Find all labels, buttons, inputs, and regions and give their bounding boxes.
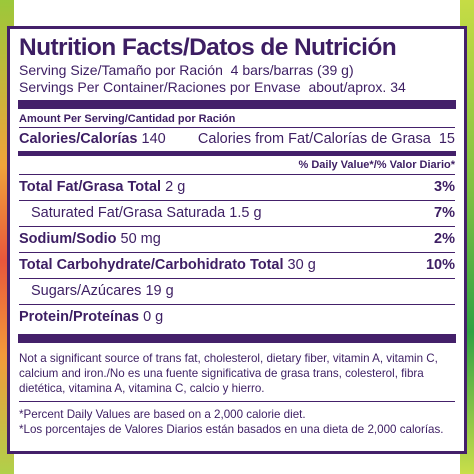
nutrient-name-group: Total Carbohydrate/Carbohidrato Total 30… (19, 253, 316, 278)
nutrient-amount: 2 g (165, 179, 186, 195)
thick-divider (18, 334, 456, 343)
amount-per-serving: Amount Per Serving/Cantidad por Ración (19, 113, 236, 125)
daily-value-header: % Daily Value*/% Valor Diario* (298, 159, 455, 171)
footnote-block: *Percent Daily Values are based on a 2,0… (19, 402, 455, 437)
nutrient-name-group: Saturated Fat/Grasa Saturada 1.5 g (31, 201, 262, 226)
nutrient-label: Total Fat/Grasa Total (19, 179, 162, 195)
nutrition-title: Nutrition Facts/Datos de Nutrición (19, 34, 397, 61)
nutrient-row-protein: Protein/Proteínas 0 g (19, 305, 455, 330)
divider (19, 304, 455, 305)
footnote-spanish: *Los porcentajes de Valores Diarios está… (19, 423, 444, 436)
nutrient-amount: 30 g (287, 257, 316, 273)
divider (19, 127, 455, 128)
calories-fat-value: 15 (438, 131, 455, 147)
nutrient-row-saturated-fat: Saturated Fat/Grasa Saturada 1.5 g 7% (19, 201, 455, 226)
calories-fat-group: Calories from Fat/Calorías de Grasa 15 (198, 128, 455, 150)
nutrient-amount: 1.5 g (229, 205, 262, 221)
divider (19, 278, 455, 279)
footnote-english: *Percent Daily Values are based on a 2,0… (19, 408, 306, 421)
nutrient-label: Total Carbohydrate/Carbohidrato Total (19, 257, 284, 273)
nutrient-daily-value: 7% (434, 205, 455, 221)
nutrient-row-sugars: Sugars/Azúcares 19 g (19, 279, 455, 304)
nutrient-daily-value: 2% (434, 231, 455, 247)
calories-row: Calories/Calorías 140 Calories from Fat/… (19, 128, 455, 150)
not-significant-note: Not a significant source of trans fat, c… (19, 352, 438, 395)
nutrient-daily-value: 3% (434, 179, 455, 195)
nutrient-row-sodium: Sodium/Sodio 50 mg 2% (19, 227, 455, 252)
nutrition-facts-panel: Nutrition Facts/Datos de Nutrición Servi… (7, 26, 467, 454)
medium-divider (18, 151, 456, 156)
calories-fat-label: Calories from Fat/Calorías de Grasa (197, 131, 431, 147)
nutrient-label: Protein/Proteínas (19, 309, 140, 325)
nutrient-name-group: Total Fat/Grasa Total 2 g (19, 175, 185, 200)
nutrient-daily-value: 10% (425, 257, 455, 273)
nutrient-name-group: Sugars/Azúcares 19 g (31, 279, 174, 304)
divider (19, 200, 455, 201)
nutrient-label: Sugars/Azúcares (31, 283, 142, 299)
serving-size-line: Serving Size/Tamaño por Ración 4 bars/ba… (19, 62, 455, 79)
nutrient-row-total-fat: Total Fat/Grasa Total 2 g 3% (19, 175, 455, 200)
thick-divider (18, 100, 456, 109)
divider (19, 174, 455, 175)
nutrient-amount: 19 g (145, 283, 174, 299)
serving-size-value: 4 bars/barras (39 g) (230, 62, 354, 78)
divider (19, 401, 455, 402)
nutrient-row-total-carbohydrate: Total Carbohydrate/Carbohidrato Total 30… (19, 253, 455, 278)
servings-label: Servings Per Container/Raciones por Enva… (19, 79, 301, 95)
nutrient-name-group: Protein/Proteínas 0 g (19, 305, 163, 330)
servings-per-container-line: Servings Per Container/Raciones por Enva… (19, 79, 455, 96)
servings-value: about/aprox. 34 (308, 79, 406, 95)
nutrient-name-group: Sodium/Sodio 50 mg (19, 227, 161, 252)
divider (19, 252, 455, 253)
nutrient-label: Saturated Fat/Grasa Saturada (31, 205, 226, 221)
nutrient-label: Sodium/Sodio (19, 231, 117, 247)
calories-value: 140 (141, 131, 166, 147)
serving-size-label: Serving Size/Tamaño por Ración (19, 62, 223, 78)
calories-group: Calories/Calorías 140 (19, 128, 166, 150)
nutrient-amount: 50 mg (120, 231, 161, 247)
divider (19, 226, 455, 227)
nutrient-amount: 0 g (143, 309, 164, 325)
calories-label: Calories/Calorías (19, 131, 138, 147)
